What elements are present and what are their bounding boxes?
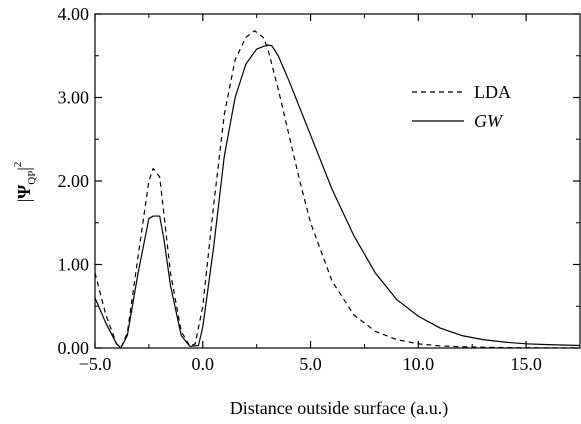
series-lines	[94, 30, 581, 349]
y-tick-label: 3.00	[58, 88, 90, 108]
y-axis-title-symbol: Ψ	[14, 185, 34, 199]
y-axis-title-bar-left: |	[14, 199, 34, 203]
y-tick-label: 2.00	[58, 171, 90, 191]
x-tick-label: 15.0	[510, 354, 542, 374]
series-line-lda	[94, 30, 581, 349]
x-tick-label: 0.0	[192, 354, 215, 374]
legend-gw-label: GW	[474, 111, 504, 131]
plot-frame	[94, 13, 581, 349]
y-tick-label: 1.00	[58, 255, 90, 275]
y-tick-label: 0.00	[58, 338, 90, 358]
y-axis-title-bar-right: |	[14, 167, 34, 171]
tick-marks	[94, 13, 580, 349]
plot-area	[94, 13, 581, 349]
svg-text:|ΨQP|2: |ΨQP|2	[12, 162, 38, 203]
series-line-gw	[94, 44, 581, 349]
y-tick-label: 4.00	[58, 4, 90, 24]
y-axis-title-superscript: 2	[12, 162, 24, 168]
y-axis-title-subscript: QP	[26, 171, 38, 185]
x-axis-title: Distance outside surface (a.u.)	[230, 398, 448, 419]
x-tick-label: 10.0	[403, 354, 435, 374]
legend: LDA GW	[412, 82, 511, 131]
tick-labels: −5.0 0.0 5.0 10.0 15.0 0.00 1.00 2.00 3.00 4.00	[58, 4, 542, 374]
legend-lda-label: LDA	[474, 82, 511, 102]
x-tick-label: 5.0	[299, 354, 322, 374]
y-axis-title: |ΨQP|2	[12, 162, 38, 203]
x-tick-label: −5.0	[79, 354, 112, 374]
